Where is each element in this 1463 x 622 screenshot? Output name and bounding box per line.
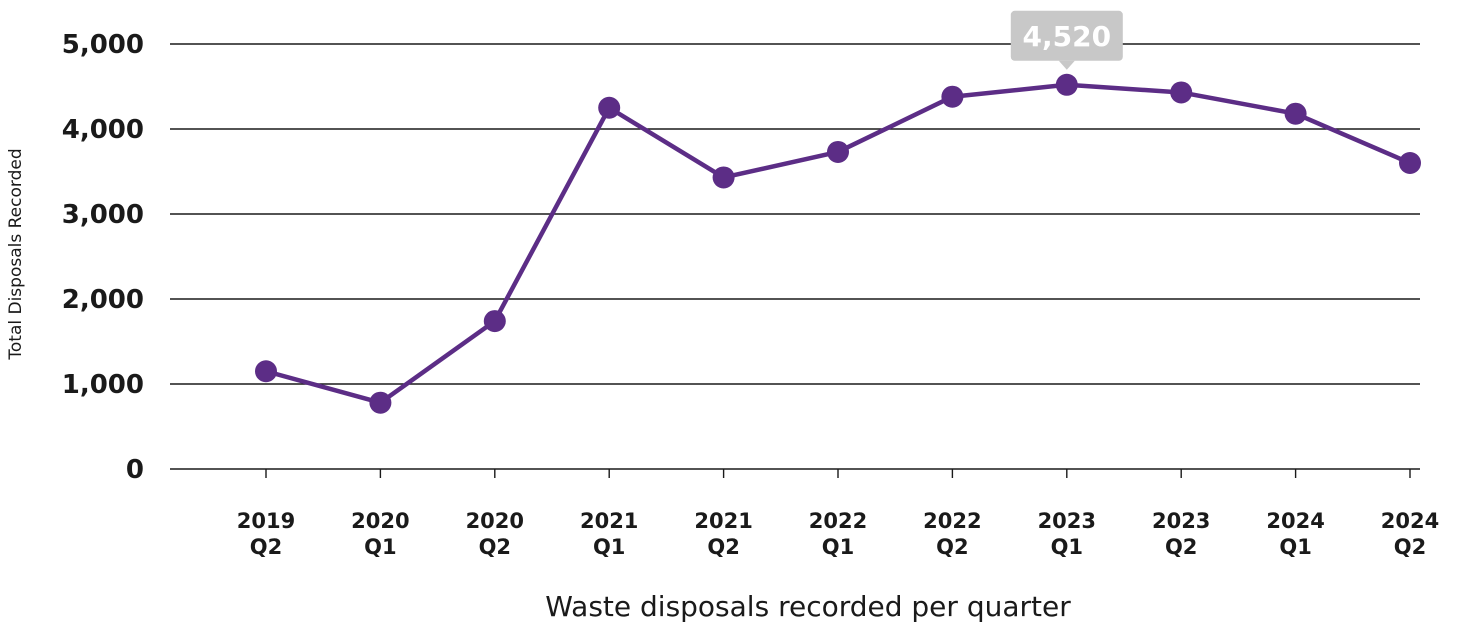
data-point[interactable]	[1285, 103, 1307, 125]
x-tick-label-year: 2019	[237, 509, 295, 533]
value-callout: 4,520	[1011, 11, 1123, 70]
x-tick-label-year: 2024	[1381, 509, 1439, 533]
x-tick-label-year: 2020	[466, 509, 524, 533]
x-tick-label-quarter: Q2	[936, 535, 968, 559]
x-tick-label-quarter: Q1	[364, 535, 396, 559]
x-tick-label-quarter: Q1	[822, 535, 854, 559]
x-tick-label-year: 2021	[580, 509, 638, 533]
data-series	[255, 74, 1421, 414]
x-tick-label-quarter: Q2	[479, 535, 511, 559]
series-line	[266, 85, 1410, 403]
y-tick-label: 5,000	[62, 30, 144, 60]
x-tick-label-quarter: Q1	[1051, 535, 1083, 559]
y-tick-label: 3,000	[62, 200, 144, 230]
x-tick-label-year: 2021	[694, 509, 752, 533]
data-point[interactable]	[713, 166, 735, 188]
data-point[interactable]	[827, 141, 849, 163]
callout-pointer	[1059, 61, 1075, 70]
x-tick-label-quarter: Q2	[1394, 535, 1426, 559]
x-tick-label-quarter: Q2	[1165, 535, 1197, 559]
x-tick-label-quarter: Q1	[1279, 535, 1311, 559]
x-axis-label: Waste disposals recorded per quarter	[545, 590, 1071, 622]
data-point[interactable]	[1170, 81, 1192, 103]
y-tick-label: 1,000	[62, 370, 144, 400]
y-axis-label: Total Disposals Recorded	[6, 148, 26, 360]
x-tick-label-year: 2022	[809, 509, 867, 533]
y-tick-label: 2,000	[62, 285, 144, 315]
x-tick-label-quarter: Q1	[593, 535, 625, 559]
x-tick-label-year: 2023	[1038, 509, 1096, 533]
y-axis-ticks: 0 1,000 2,000 3,000 4,000 5,000	[62, 30, 144, 485]
y-tick-label: 0	[126, 455, 144, 485]
grid-lines	[170, 44, 1420, 469]
x-tick-label-year: 2022	[923, 509, 981, 533]
y-tick-label: 4,000	[62, 115, 144, 145]
callout-value: 4,520	[1023, 20, 1112, 53]
data-point[interactable]	[255, 360, 277, 382]
x-tick-label-year: 2024	[1266, 509, 1324, 533]
data-point[interactable]	[369, 392, 391, 414]
x-axis: 2019Q22020Q12020Q22021Q12021Q22022Q12022…	[237, 469, 1439, 559]
x-tick-label-year: 2020	[351, 509, 409, 533]
data-point[interactable]	[1056, 74, 1078, 96]
data-point[interactable]	[1399, 152, 1421, 174]
x-tick-label-quarter: Q2	[250, 535, 282, 559]
data-point[interactable]	[598, 97, 620, 119]
x-tick-label-quarter: Q2	[707, 535, 739, 559]
data-point[interactable]	[941, 86, 963, 108]
x-tick-label-year: 2023	[1152, 509, 1210, 533]
data-point[interactable]	[484, 310, 506, 332]
